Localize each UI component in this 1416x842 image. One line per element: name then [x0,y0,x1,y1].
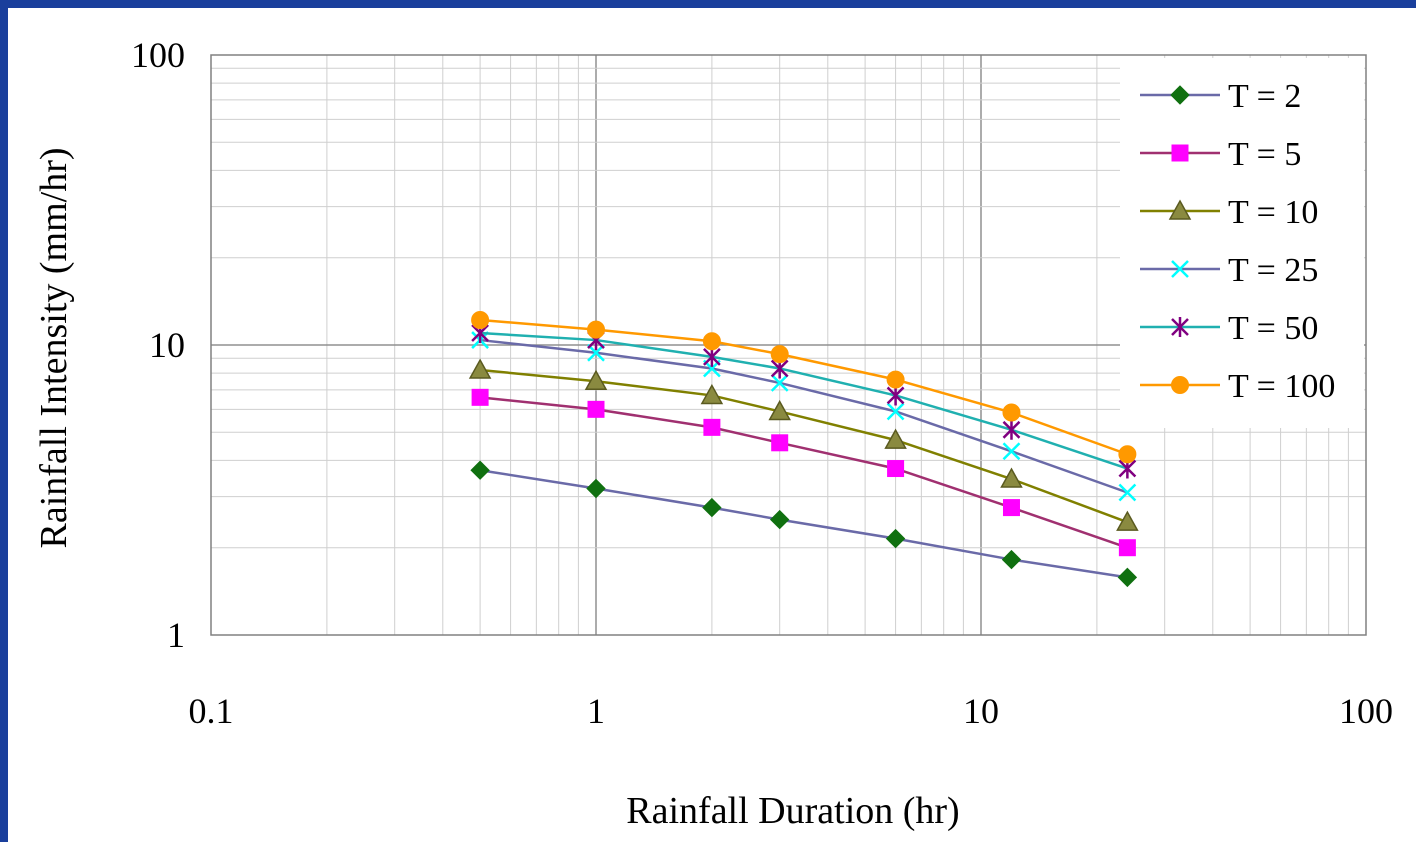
legend-label: T = 10 [1228,194,1318,231]
legend-item: T = 100 [1140,368,1335,405]
data-point [702,332,721,351]
data-point [700,383,724,405]
x-tick-label: 10 [963,691,999,731]
data-point [1002,499,1020,517]
series-0 [470,460,1138,588]
legend-marker [1170,85,1190,105]
plot-border [210,54,1367,636]
data-point [769,509,790,530]
x-tick-labels: 0.1 1 10 100 [189,691,1394,731]
axes [210,54,1367,636]
legend-marker [1171,376,1189,394]
data-point [885,528,906,549]
data-point [884,428,907,449]
data-point [1001,549,1022,570]
y-tick-label: 10 [149,325,185,365]
legend-label: T = 50 [1228,310,1318,347]
data-point [1118,445,1137,464]
legend-marker [1171,260,1189,278]
data-point [470,460,490,480]
legend-label: T = 100 [1228,368,1335,405]
legend-item: T = 5 [1140,136,1301,173]
data-point [703,418,721,436]
data-point [471,310,490,329]
series-1 [471,388,1136,557]
y-axis-title: Rainfall Intensity (mm/hr) [33,147,75,548]
data-point [1118,483,1137,502]
legend-label: T = 5 [1228,136,1301,173]
legend-marker [1171,317,1189,337]
data-point [771,434,789,452]
data-point [587,400,605,418]
data-point [1116,510,1139,531]
series-5 [471,310,1137,464]
data-point [587,320,605,339]
data-point [1002,442,1021,461]
data-point [1117,567,1138,588]
legend-label: T = 25 [1228,252,1318,289]
legend-item: T = 10 [1140,194,1318,231]
legend: T = 2 T = 5 T = 10 T = 25 T = 50 T = 100 [1120,58,1364,428]
legend-label: T = 2 [1228,78,1301,115]
series-4 [471,322,1137,479]
data-point [586,478,606,499]
data-point [1118,539,1136,557]
data-point [584,369,608,390]
x-axis-title: Rainfall Duration (hr) [626,790,959,832]
data-point [587,343,605,362]
data-point [887,460,905,478]
series-group [468,310,1139,588]
legend-item: T = 2 [1140,78,1301,115]
data-point [770,345,789,364]
legend-item: T = 25 [1140,252,1318,289]
series-3 [471,331,1137,502]
y-tick-label: 1 [167,615,185,655]
data-point [886,385,905,406]
data-point [1002,419,1021,440]
y-tick-label: 100 [131,35,185,75]
y-tick-labels: 1 10 100 [131,35,185,655]
data-point [886,402,905,421]
data-point [1002,403,1021,422]
series-line [479,368,1128,524]
data-point [702,497,722,518]
legend-marker [1168,199,1192,220]
x-tick-label: 100 [1339,691,1393,731]
x-tick-label: 0.1 [189,691,234,731]
series-2 [468,358,1139,531]
legend-item: T = 50 [1140,310,1318,347]
legend-box [1120,58,1364,428]
data-point [1000,467,1023,488]
data-point [471,388,489,406]
data-point [768,399,791,421]
legend-marker [1171,144,1189,162]
x-tick-label: 1 [587,691,605,731]
data-point [468,358,492,379]
data-point [886,370,905,389]
data-point [770,374,789,392]
